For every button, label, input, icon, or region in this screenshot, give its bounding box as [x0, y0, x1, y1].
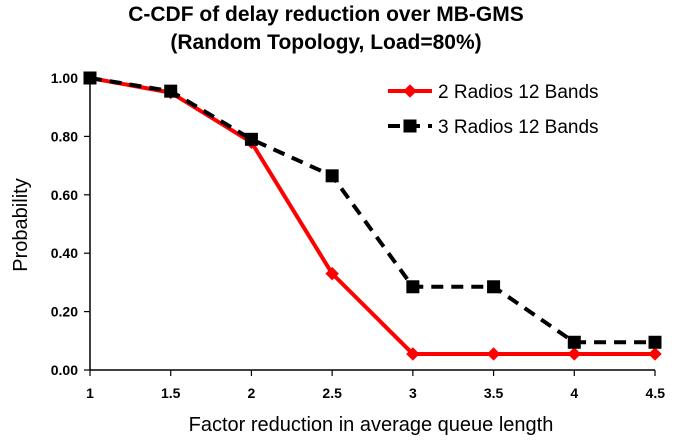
legend: 2 Radios 12 Bands 3 Radios 12 Bands — [388, 82, 599, 138]
legend-marker — [403, 84, 417, 98]
data-point-marker — [164, 84, 178, 98]
y-axis-label: Probability — [10, 178, 32, 271]
y-tick-label: 0.00 — [51, 362, 78, 378]
chart-title: C-CDF of delay reduction over MB-GMS — [128, 3, 524, 26]
y-tick-label: 0.20 — [51, 304, 78, 320]
data-point-marker — [487, 280, 501, 294]
data-point-marker — [567, 335, 581, 349]
y-tick-label: 0.80 — [51, 128, 78, 144]
data-point-marker — [83, 71, 97, 85]
x-tick-label: 3 — [409, 385, 417, 401]
legend-label: 2 Radios 12 Bands — [438, 82, 599, 103]
data-point-marker — [648, 347, 662, 361]
x-tick-label: 4 — [570, 385, 578, 401]
data-point-marker — [325, 169, 339, 183]
y-tick-label: 0.60 — [51, 187, 78, 203]
data-point-marker — [648, 335, 662, 349]
x-axis-label: Factor reduction in average queue length — [189, 414, 554, 436]
x-tick-label: 1 — [86, 385, 94, 401]
series-line — [89, 76, 655, 345]
legend-marker — [403, 119, 417, 133]
x-tick-label: 2 — [248, 385, 256, 401]
chart-subtitle: (Random Topology, Load=80%) — [170, 31, 481, 54]
y-tick-label: 1.00 — [51, 70, 78, 86]
x-tick-label: 3.5 — [484, 385, 504, 401]
series-1 — [83, 71, 662, 361]
data-point-marker — [406, 280, 420, 294]
x-tick-label: 1.5 — [161, 385, 181, 401]
series-2 — [83, 71, 662, 349]
data-point-marker — [406, 347, 420, 361]
legend-label: 3 Radios 12 Bands — [438, 117, 599, 138]
data-point-marker — [244, 132, 258, 146]
data-point-marker — [325, 266, 339, 281]
tick-labels: 0.00 0.20 0.40 0.60 0.80 1.00 1 1.5 2 2.5 3 3.5 4 4.5 — [51, 70, 665, 401]
x-tick-label: 4.5 — [646, 385, 666, 401]
data-point-marker — [486, 347, 501, 361]
data-point-marker — [567, 347, 581, 361]
axes — [84, 74, 656, 376]
y-tick-label: 0.40 — [51, 245, 78, 261]
series-line — [89, 76, 655, 356]
series-lines — [83, 71, 662, 361]
x-tick-label: 2.5 — [322, 385, 342, 401]
